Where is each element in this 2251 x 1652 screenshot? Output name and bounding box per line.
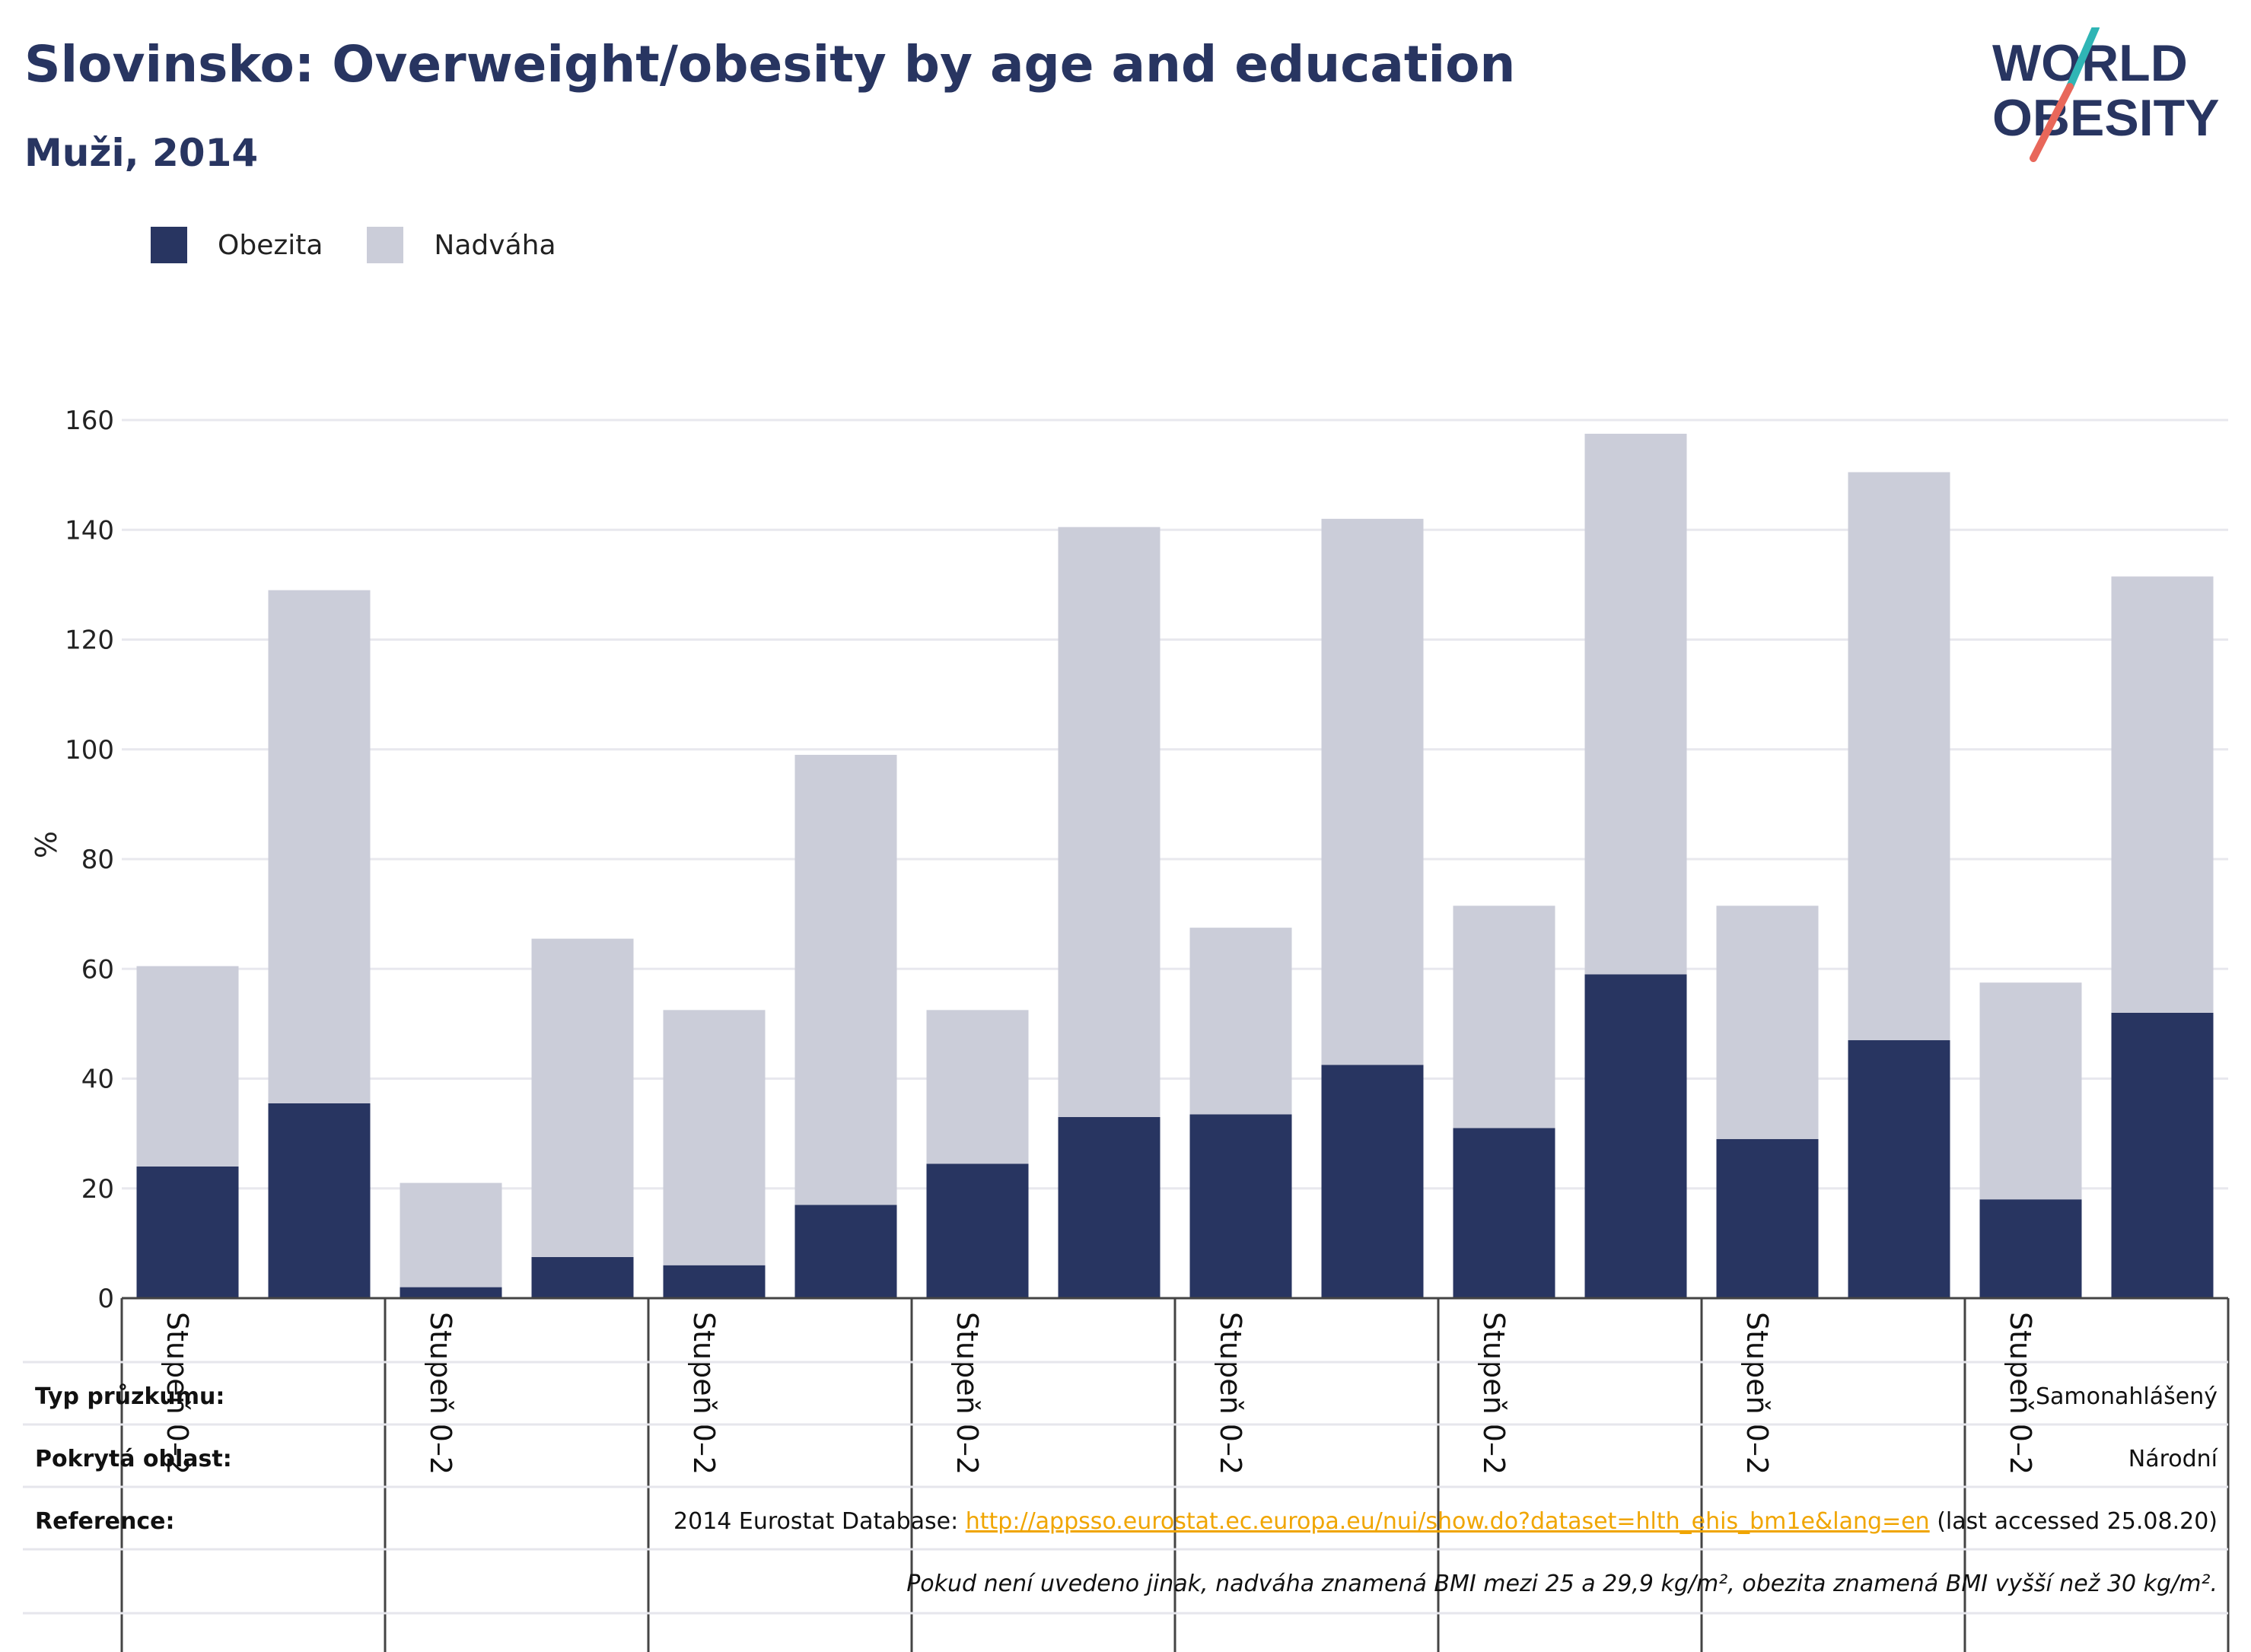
bar-obesity-4 [531, 1256, 634, 1298]
reference-prefix: 2014 Eurostat Database: [673, 1508, 966, 1535]
bar-overweight-8 [1058, 527, 1161, 1117]
bar-obesity-5 [663, 1265, 766, 1298]
area-label: Pokrytá oblast: [35, 1446, 232, 1472]
y-tick-label-100: 100 [65, 735, 114, 766]
bar-obesity-2 [268, 1103, 371, 1298]
legend-swatch-overweight [367, 227, 404, 263]
bar-obesity-7 [926, 1163, 1029, 1298]
bar-overweight-10 [1321, 518, 1424, 1065]
x-category-label-2: Stupeň 0–2 [424, 1312, 457, 1475]
bar-obesity-15 [1979, 1199, 2082, 1298]
bar-obesity-12 [1584, 974, 1687, 1298]
legend-item-obesity: Obezita [151, 227, 323, 263]
y-axis-label: % [28, 831, 62, 858]
area-value: Národní [2128, 1446, 2218, 1472]
bar-overweight-1 [136, 966, 239, 1167]
definition-note: Pokud není uvedeno jinak, nadváha znamen… [906, 1571, 2218, 1597]
y-tick-label-120: 120 [65, 625, 114, 656]
reference-label: Reference: [35, 1508, 175, 1535]
bar-overweight-13 [1716, 906, 1819, 1139]
reference-link[interactable]: http://appsso.eurostat.ec.europa.eu/nui/… [965, 1508, 1930, 1535]
bar-overweight-14 [1848, 472, 1950, 1041]
bar-obesity-6 [794, 1205, 897, 1298]
bar-obesity-10 [1321, 1065, 1424, 1298]
y-tick-label-0: 0 [97, 1284, 114, 1314]
logo-slash-red [2030, 83, 2074, 162]
reference-suffix: (last accessed 25.08.20) [1929, 1508, 2218, 1535]
bar-obesity-9 [1189, 1114, 1292, 1298]
chart-legend: Obezita Nadváha [151, 225, 600, 265]
reference-value: 2014 Eurostat Database: http://appsso.eu… [673, 1508, 2218, 1535]
y-tick-label-20: 20 [81, 1174, 114, 1205]
y-tick-label-60: 60 [81, 954, 114, 985]
y-tick-label-140: 140 [65, 515, 114, 546]
bar-overweight-9 [1189, 928, 1292, 1115]
bar-obesity-13 [1716, 1138, 1819, 1298]
bar-overweight-3 [400, 1183, 502, 1288]
x-category-label-1: Stupeň 0–2 [161, 1312, 194, 1475]
bar-obesity-14 [1848, 1040, 1950, 1298]
x-category-label-8: Stupeň 0–2 [2004, 1312, 2037, 1475]
bar-overweight-11 [1453, 906, 1555, 1128]
world-obesity-logo: WORLD OBESITY [1992, 27, 2220, 162]
bar-obesity-8 [1058, 1116, 1161, 1298]
bar-overweight-2 [268, 590, 371, 1103]
bar-obesity-1 [136, 1166, 239, 1298]
x-category-label-7: Stupeň 0–2 [1740, 1312, 1774, 1475]
bar-obesity-3 [400, 1287, 502, 1298]
x-category-label-4: Stupeň 0–2 [950, 1312, 984, 1475]
bar-overweight-15 [1979, 982, 2082, 1200]
bar-overweight-12 [1584, 434, 1687, 975]
bar-overweight-6 [794, 754, 897, 1205]
bar-overweight-7 [926, 1010, 1029, 1164]
legend-item-overweight: Nadváha [367, 227, 556, 263]
x-category-label-6: Stupeň 0–2 [1477, 1312, 1511, 1475]
bar-overweight-5 [663, 1010, 766, 1265]
x-category-label-3: Stupeň 0–2 [687, 1312, 721, 1475]
legend-swatch-obesity [151, 227, 187, 263]
logo-slash-teal [2066, 27, 2100, 91]
chart-title: Slovinsko: Overweight/obesity by age and… [24, 35, 1516, 94]
survey-type-value: Samonahlášený [2036, 1383, 2218, 1410]
y-tick-label-80: 80 [81, 845, 114, 875]
legend-label-obesity: Obezita [218, 229, 323, 261]
bar-obesity-11 [1453, 1128, 1555, 1298]
y-tick-label-160: 160 [65, 406, 114, 436]
chart-subtitle: Muži, 2014 [24, 131, 259, 175]
bar-overweight-16 [2111, 576, 2214, 1013]
survey-type-label: Typ průzkumu: [35, 1383, 225, 1410]
logo-text-obesity: OBESITY [1992, 89, 2220, 147]
x-category-label-5: Stupeň 0–2 [1214, 1312, 1247, 1475]
bar-obesity-16 [2111, 1012, 2214, 1298]
y-tick-label-40: 40 [81, 1065, 114, 1095]
bar-overweight-4 [531, 938, 634, 1257]
legend-label-overweight: Nadváha [434, 229, 556, 261]
